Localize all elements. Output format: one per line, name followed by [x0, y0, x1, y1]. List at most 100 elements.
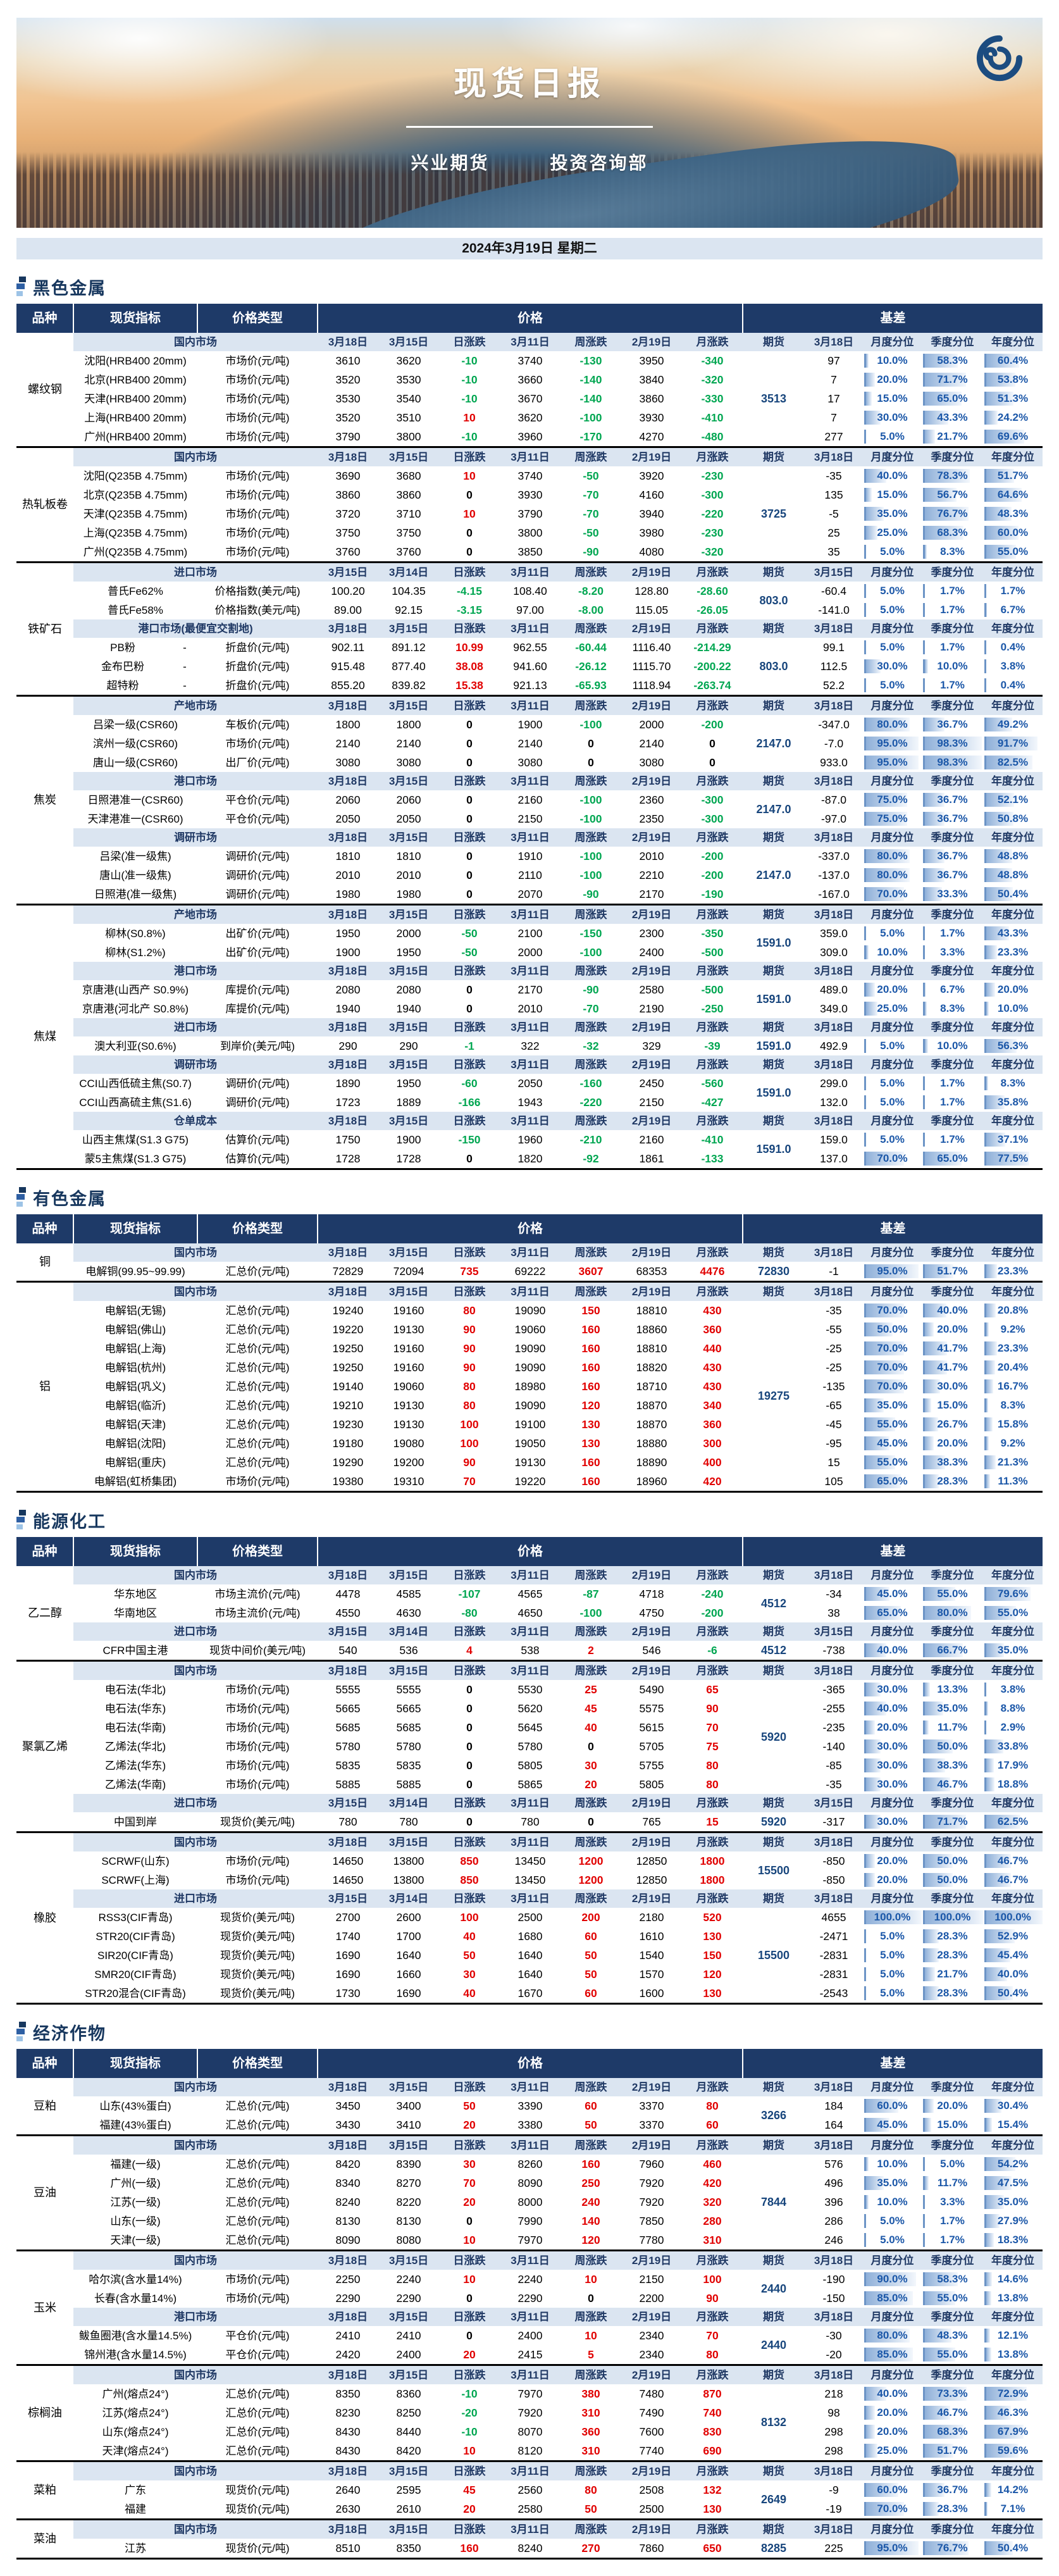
futures-cell: 1591.0	[756, 1039, 791, 1052]
change-cell: -230	[701, 469, 724, 482]
data-row: 电解铝(虹桥集团) 市场价(元/吨) 19380 19310 70 19220 160 189…	[16, 1472, 1043, 1492]
change-cell: -32	[583, 1039, 599, 1052]
indicator-cell: 鲅鱼圈港(含水量14.5%)	[78, 2329, 192, 2342]
column-label: 3月15日	[378, 1055, 439, 1074]
percentile-value: 3.8%	[1000, 660, 1025, 672]
column-label: 季度分位	[922, 561, 983, 582]
change-cell: 0	[466, 2329, 473, 2342]
percentile-value: 35.8%	[997, 1096, 1029, 1108]
column-label: 月涨跌	[682, 1018, 743, 1036]
percentile-cell: 66.7%	[922, 1641, 983, 1661]
column-label: 年度分位	[983, 828, 1043, 847]
price-type-cell: 调研价(元/吨)	[225, 1077, 290, 1090]
basis-cell: 159.0	[820, 1133, 848, 1146]
price-type-cell: 折盘价(元/吨)	[225, 660, 290, 673]
col-indicator: 现货指标	[73, 304, 198, 333]
percentile-cell: 48.3%	[922, 2326, 983, 2345]
date-bar: 2024年3月19日 星期二	[16, 238, 1043, 259]
change-cell: 50	[585, 1948, 597, 1962]
data-row: 天津(Q235B 4.75mm) 市场价(元/吨) 3720 3710 10 3790 -7…	[16, 504, 1043, 523]
price-cell: 2250	[335, 2272, 361, 2286]
basis-cell: -45	[826, 1417, 842, 1431]
percentile-bar	[984, 1720, 986, 1734]
data-row: SCRWF(上海) 市场价(元/吨) 14650 13800 850 13450 1200 1…	[16, 1870, 1043, 1889]
basis-cell: -25	[826, 1341, 842, 1355]
price-type-cell: 库提价(元/吨)	[225, 983, 290, 996]
change-cell: -250	[701, 1002, 724, 1015]
percentile-bar	[864, 718, 910, 731]
column-label: 3月18日	[318, 1018, 378, 1036]
percentile-cell: 0.4%	[983, 638, 1043, 657]
percentile-cell: 85.0%	[863, 2345, 922, 2365]
column-label: 周涨跌	[560, 1281, 621, 1301]
price-type-cell: 市场价(元/吨)	[225, 1683, 290, 1696]
data-row: RSS3(CIF青岛) 现货价(美元/吨) 2700 2600 100 2500 200 21…	[16, 1908, 1043, 1962]
basis-cell: -255	[822, 1702, 845, 1715]
indicator-cell: 电解铝(天津)	[104, 1418, 166, 1431]
percentile-cell: 65.0%	[863, 1472, 922, 1492]
data-row: 锦州港(含水量14.5%) 平仓价(元/吨) 2420 2400 20 2415 5 2340…	[16, 2345, 1043, 2365]
change-cell: 130	[703, 1929, 722, 1943]
percentile-cell: 55.0%	[983, 542, 1043, 563]
column-label: 3月15日	[805, 1794, 863, 1812]
variety-cell: 乙二醇	[16, 1566, 73, 1661]
percentile-cell: 10.0%	[863, 943, 922, 962]
change-cell: -20	[461, 2406, 478, 2419]
column-label: 3月15日	[378, 1243, 439, 1262]
change-cell: 90	[706, 2291, 719, 2305]
price-cell: 5885	[335, 1777, 361, 1791]
column-label: 3月18日	[318, 619, 378, 638]
percentile-value: 59.6%	[997, 2444, 1029, 2456]
percentile-bar	[864, 640, 866, 654]
price-cell: 18870	[636, 1398, 667, 1412]
column-label: 3月11日	[500, 828, 560, 847]
indicator-cell: 江苏	[125, 2542, 146, 2554]
basis-cell: 35	[827, 545, 840, 558]
market-subheader-row: 进口市场 3月18日 3月15日 日涨跌 3月11日 周涨跌 2月19日 月涨跌 期货 3月18日…	[16, 1018, 1043, 1036]
percentile-cell: 5.0%	[863, 542, 922, 563]
data-row: 山东(一级) 汇总价(元/吨) 8130 8130 0 7990 140 7850 280 286…	[16, 2212, 1043, 2231]
percentile-cell: 1.7%	[922, 2231, 983, 2251]
price-type-cell: 市场主流价(元/吨)	[214, 1588, 300, 1600]
data-row: 电石法(华北) 市场价(元/吨) 5555 5555 0 5530 25 5490 65 5920…	[16, 1680, 1043, 1743]
price-type-cell: 汇总价(元/吨)	[225, 2119, 290, 2131]
percentile-cell: 35.8%	[983, 1093, 1043, 1112]
percentile-value: 30.0%	[877, 411, 908, 423]
change-cell: 0	[466, 488, 473, 501]
percentile-cell: 33.8%	[983, 1737, 1043, 1756]
percentile-value: 35.0%	[997, 2196, 1029, 2208]
price-cell: 97.00	[516, 603, 544, 616]
change-cell: 150	[581, 1304, 600, 1317]
percentile-cell: 3.8%	[983, 657, 1043, 676]
percentile-value: 5.0%	[880, 1040, 905, 1052]
column-label: 3月18日	[805, 695, 863, 715]
indicator-cell: 普氏Fe62%	[108, 585, 163, 597]
percentile-value: 35.0%	[877, 2177, 908, 2189]
percentile-cell: 41.7%	[922, 1358, 983, 1377]
percentile-bar	[923, 659, 928, 673]
change-cell: 65	[706, 1683, 719, 1696]
percentile-cell: 49.2%	[983, 715, 1043, 734]
price-cell: 2410	[335, 2329, 361, 2342]
price-type-cell: 市场价(元/吨)	[225, 2273, 290, 2286]
percentile-cell: 60.0%	[863, 2096, 922, 2115]
column-label: 月度分位	[863, 2134, 922, 2155]
percentile-cell: 5.0%	[863, 2231, 922, 2251]
basis-cell: -1	[829, 1264, 839, 1278]
percentile-value: 3.8%	[1000, 1683, 1025, 1695]
percentile-cell: 1.7%	[922, 924, 983, 943]
column-label: 年度分位	[983, 2518, 1043, 2539]
variety-cell: 铝	[16, 1281, 73, 1492]
column-label: 月涨跌	[682, 561, 743, 582]
percentile-cell: 5.0%	[863, 1946, 922, 1965]
percentile-value: 18.8%	[997, 1778, 1029, 1790]
change-cell: 380	[581, 2387, 600, 2400]
column-label: 3月18日	[318, 962, 378, 980]
price-cell: 5865	[517, 1777, 543, 1791]
basis-cell: -87.0	[821, 793, 846, 806]
price-cell: 2080	[335, 983, 361, 996]
column-label: 3月11日	[500, 2078, 560, 2096]
column-label: 月度分位	[863, 828, 922, 847]
column-label: 期货	[743, 2249, 805, 2270]
price-cell: 8080	[396, 2233, 421, 2246]
